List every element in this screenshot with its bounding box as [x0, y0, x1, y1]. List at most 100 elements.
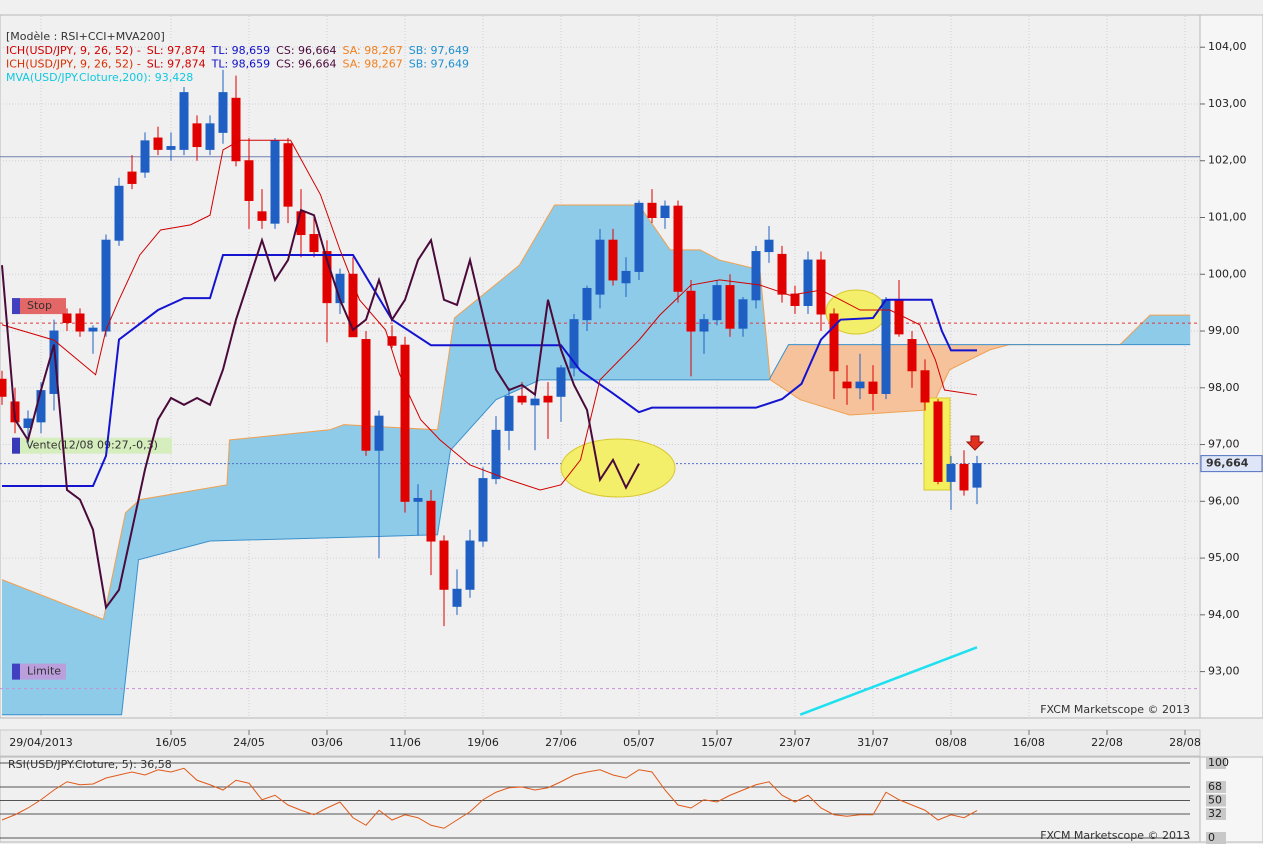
overlay-line — [1, 208, 640, 610]
legend-item: SA: 98,267 — [343, 44, 403, 57]
x-tick-label: 16/05 — [155, 736, 187, 749]
rsi-tick-box — [1206, 794, 1226, 807]
x-tick-label: 11/06 — [389, 736, 421, 749]
y-tick-label: 95,00 — [1208, 551, 1240, 564]
legend-item: MVA(USD/JPY.Cloture,200): 93,428 — [6, 71, 193, 84]
candle-body — [127, 171, 137, 184]
overlay-line — [2, 253, 977, 487]
date-axis — [0, 729, 1201, 757]
y-tick-label: 102,00 — [1208, 154, 1247, 167]
legend-item: SA: 98,267 — [343, 58, 403, 71]
rsi-title: RSI(USD/JPY.Cloture, 5): 36,58 — [8, 758, 172, 771]
candle-body — [478, 478, 488, 542]
rsi-tick-label: 100 — [1208, 756, 1229, 769]
candle-body — [270, 140, 280, 224]
level-label-box — [20, 298, 66, 315]
rsi-tick-box — [1206, 781, 1226, 793]
candle-body — [855, 381, 865, 389]
candle-body — [62, 313, 72, 324]
order-label: Vente(12/08 09:27,-0,3) — [26, 439, 158, 452]
y-tick-label: 101,00 — [1208, 211, 1247, 224]
level-label: Stop — [27, 299, 52, 312]
x-tick-label: 24/05 — [233, 736, 265, 749]
candle-body — [556, 367, 566, 397]
candle-body — [946, 463, 956, 482]
legend-item: ICH(USD/JPY, 9, 26, 52) - — [6, 44, 141, 57]
x-tick-label: 03/06 — [311, 736, 343, 749]
legend-item: TL: 98,659 — [211, 44, 271, 57]
legend-item: SB: 97,649 — [409, 58, 469, 71]
rsi-tick-box — [1206, 757, 1226, 769]
candle-body — [790, 293, 800, 306]
candle-body — [634, 202, 644, 272]
candle-body — [816, 259, 826, 315]
candle-body — [842, 381, 852, 389]
x-tick-label: 22/08 — [1091, 736, 1123, 749]
legend-line: ICH(USD/JPY, 9, 26, 52) - SL: 97,874 TL: 9… — [6, 44, 469, 57]
candle-body — [621, 270, 631, 284]
candle-body — [179, 92, 189, 150]
candle-body — [257, 211, 267, 221]
candle-body — [647, 202, 657, 219]
y-tick-label: 94,00 — [1208, 608, 1240, 621]
overlay-line — [799, 646, 978, 716]
candle-body — [569, 319, 579, 369]
y-tick-label: 98,00 — [1208, 381, 1240, 394]
x-tick-label: 28/08 — [1169, 736, 1201, 749]
order-marker — [12, 437, 20, 454]
candle-body — [933, 401, 943, 482]
candle-body — [894, 299, 904, 335]
candle-body — [452, 588, 462, 607]
candle-body — [166, 146, 176, 150]
candle-body — [725, 285, 735, 329]
candle-body — [361, 339, 371, 451]
candle-body — [868, 381, 878, 394]
level-label-box — [12, 298, 20, 315]
watermark: FXCM Marketscope © 2013 — [1040, 829, 1190, 842]
rsi-tick-label: 0 — [1208, 831, 1215, 844]
watermark: FXCM Marketscope © 2013 — [1040, 703, 1190, 716]
candle-body — [673, 205, 683, 292]
cloud-line-b — [2, 344, 1191, 716]
y-tick-label: 97,00 — [1208, 438, 1240, 451]
candle-body — [140, 140, 150, 173]
legend-line: ICH(USD/JPY, 9, 26, 52) - SL: 97,874 TL: 9… — [6, 58, 469, 71]
x-tick-label: 29/04/2013 — [9, 736, 72, 749]
cloud-line-a — [1, 204, 1191, 621]
candle-body — [75, 313, 85, 332]
candle-body — [205, 123, 215, 150]
x-tick-label: 08/08 — [935, 736, 967, 749]
candle-body — [504, 395, 514, 431]
legend-item: ICH(USD/JPY, 9, 26, 52) - — [6, 58, 141, 71]
x-tick-label: 19/06 — [467, 736, 499, 749]
candle-body — [114, 185, 124, 241]
x-tick-label: 27/06 — [545, 736, 577, 749]
candle-body — [907, 339, 917, 372]
candle-body — [881, 299, 891, 394]
legend-item: CS: 96,664 — [276, 58, 336, 71]
rsi-tick-label: 32 — [1208, 807, 1222, 820]
candle-body — [36, 390, 46, 423]
cloud-fill — [1009, 315, 1191, 345]
rsi-tick-box — [1206, 808, 1226, 820]
legend-line: MVA(USD/JPY.Cloture,200): 93,428 — [6, 71, 193, 84]
candle-body — [738, 299, 748, 329]
order-box — [20, 437, 172, 454]
candle-body — [959, 463, 969, 491]
level-label-box — [12, 663, 20, 680]
rsi-tick-box — [1206, 832, 1226, 844]
rsi-panel — [0, 756, 1201, 843]
last-price-box — [1200, 455, 1263, 473]
y-tick-label: 100,00 — [1208, 267, 1247, 280]
y-tick-label: 103,00 — [1208, 97, 1247, 110]
y-tick-label: 99,00 — [1208, 324, 1240, 337]
candle-body — [972, 463, 982, 488]
candle-body — [413, 497, 423, 502]
candle-body — [322, 251, 332, 304]
candle-body — [387, 336, 397, 346]
legend-item: SL: 97,874 — [147, 44, 206, 57]
candle-body — [491, 429, 501, 480]
candle-body — [244, 160, 254, 201]
